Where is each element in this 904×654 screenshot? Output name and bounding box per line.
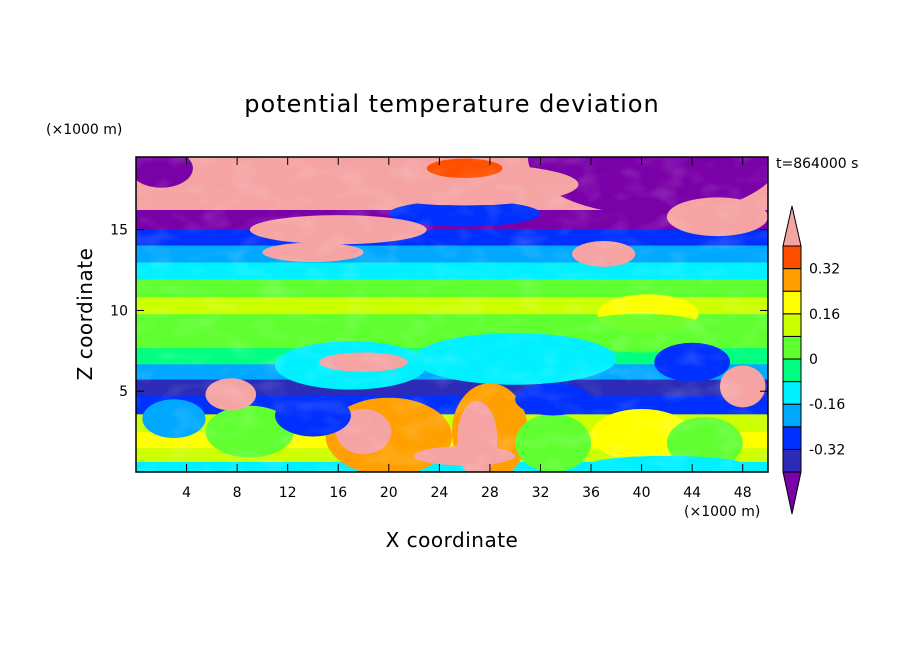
chart-title: potential temperature deviation <box>244 90 659 118</box>
texture-overlay <box>136 157 768 472</box>
colorbar-tick-label: -0.16 <box>809 397 845 413</box>
x-axis-label: X coordinate <box>386 528 519 552</box>
x-tick-label: 32 <box>532 485 550 501</box>
colorbar-box <box>782 268 802 292</box>
colorbar-extend-low <box>782 471 802 515</box>
x-tick-label: 36 <box>582 485 600 501</box>
colorbar-box <box>782 313 802 337</box>
plot-frame <box>135 156 769 473</box>
x-tick-label: 40 <box>633 485 651 501</box>
x-axis: 4 8 12 16 20 24 28 32 36 40 44 48 <box>182 157 752 501</box>
y-tick-label: 15 <box>110 223 128 239</box>
colorbar-box <box>782 245 802 270</box>
colorbar-box <box>782 448 802 473</box>
y-axis: 5 10 15 <box>110 223 768 400</box>
colorbar-tick-label: 0 <box>809 352 818 368</box>
colorbar-box <box>782 403 802 428</box>
time-label: t=864000 s <box>776 156 858 172</box>
x-tick-label: 44 <box>683 485 701 501</box>
x-tick-label: 12 <box>279 485 297 501</box>
colorbar-box <box>782 290 802 315</box>
plot-area <box>136 157 768 472</box>
colorbar-box <box>782 426 802 450</box>
colorbar-box <box>782 358 802 383</box>
y-axis-label: Z coordinate <box>73 248 97 381</box>
x-tick-label: 24 <box>430 485 448 501</box>
x-tick-label: 48 <box>734 485 752 501</box>
x-tick-label: 28 <box>481 485 499 501</box>
colorbar: -0.32 -0.16 0 0.16 0.32 <box>782 205 845 515</box>
colorbar-box <box>782 335 802 360</box>
colorbar-box <box>782 381 802 405</box>
x-tick-label: 20 <box>380 485 398 501</box>
y-tick-label: 5 <box>119 384 128 400</box>
x-tick-label: 16 <box>329 485 347 501</box>
x-tick-label: 4 <box>182 485 191 501</box>
colorbar-extend-high <box>782 205 802 247</box>
x-unit-label: (×1000 m) <box>684 504 760 520</box>
y-unit-label: (×1000 m) <box>46 122 122 138</box>
colorbar-tick-label: 0.16 <box>809 307 840 323</box>
y-tick-label: 10 <box>110 303 128 319</box>
colorbar-tick-label: 0.32 <box>809 262 840 278</box>
x-tick-label: 8 <box>233 485 242 501</box>
colorbar-tick-label: -0.32 <box>809 442 845 458</box>
